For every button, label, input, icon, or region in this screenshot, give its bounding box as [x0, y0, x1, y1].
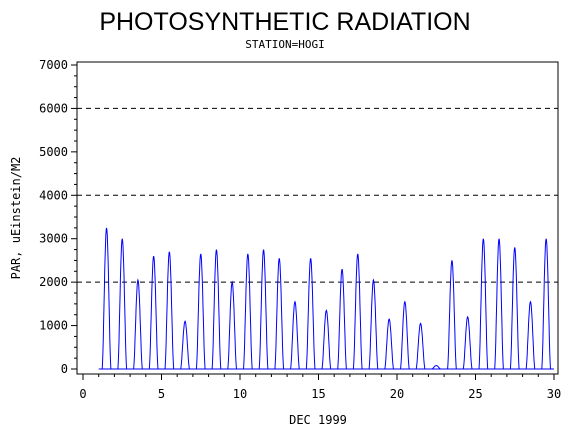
y-tick-label: 5000 — [39, 145, 68, 159]
day-10-curve — [243, 253, 253, 370]
day-28-curve — [525, 300, 536, 370]
day-5-curve — [164, 251, 175, 370]
x-tick-label: 5 — [158, 387, 165, 401]
day-11-curve — [258, 249, 269, 370]
x-tick-label: 20 — [390, 387, 404, 401]
plot-frame — [76, 61, 559, 375]
day-22-curve — [431, 364, 441, 370]
day-20-curve — [400, 300, 410, 370]
x-tick-label: 0 — [79, 387, 86, 401]
day-24-curve — [462, 315, 473, 370]
day-15-curve — [321, 309, 332, 370]
day-12-curve — [274, 258, 285, 370]
x-axis: 0 5 10 15 20 25 30 — [79, 374, 561, 401]
day-23-curve — [447, 260, 457, 370]
day-29-curve — [541, 238, 551, 370]
day-16-curve — [337, 268, 347, 370]
chart-subtitle: STATION=HOGI — [245, 38, 324, 51]
y-tick-label: 3000 — [39, 232, 68, 246]
y-tick-label: 6000 — [39, 101, 68, 115]
y-tick-label: 7000 — [39, 58, 68, 72]
reference-lines — [77, 107, 558, 283]
x-tick-label: 10 — [233, 387, 247, 401]
y-tick-label: 2000 — [39, 275, 68, 289]
day-7-curve — [195, 253, 206, 370]
x-tick-label: 25 — [468, 387, 482, 401]
day-1-curve — [101, 227, 112, 370]
y-axis-label: PAR, uEinstein/M2 — [9, 157, 23, 280]
day-8-curve — [211, 249, 222, 370]
day-17-curve — [352, 253, 363, 370]
day-2-curve — [117, 238, 128, 370]
day-21-curve — [415, 322, 426, 370]
y-tick-label: 4000 — [39, 188, 68, 202]
day-18-curve — [368, 278, 379, 370]
x-tick-label: 15 — [311, 387, 325, 401]
x-tick-label: 30 — [547, 387, 561, 401]
chart-title: PHOTOSYNTHETIC RADIATION — [99, 8, 470, 36]
y-tick-label: 1000 — [39, 319, 68, 333]
day-26-curve — [494, 238, 504, 370]
y-tick-label: 0 — [61, 362, 68, 376]
day-14-curve — [305, 258, 316, 370]
par-series — [98, 227, 554, 370]
day-19-curve — [384, 318, 394, 370]
day-13-curve — [290, 300, 300, 370]
x-axis-label: DEC 1999 — [289, 413, 347, 427]
day-9-curve — [227, 280, 237, 370]
day-27-curve — [509, 247, 520, 370]
day-6-curve — [180, 320, 190, 370]
day-3-curve — [133, 278, 143, 370]
y-axis: 0 1000 2000 3000 4000 5000 6000 7000 — [39, 58, 77, 376]
day-25-curve — [478, 238, 489, 370]
day-4-curve — [148, 255, 159, 370]
